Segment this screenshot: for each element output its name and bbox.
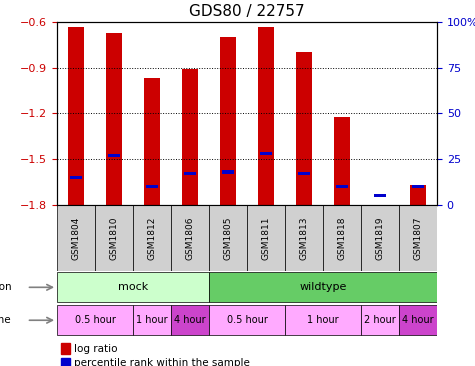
Bar [144, 78, 160, 205]
Bar [336, 185, 348, 188]
Bar [260, 152, 272, 155]
FancyBboxPatch shape [133, 205, 171, 271]
Bar [106, 33, 122, 205]
FancyBboxPatch shape [171, 305, 209, 335]
Text: mock: mock [118, 282, 148, 292]
Text: 0.5 hour: 0.5 hour [75, 315, 115, 325]
Bar [70, 176, 82, 179]
Bar [61, 343, 70, 354]
Text: GSM1813: GSM1813 [300, 216, 308, 259]
Text: 1 hour: 1 hour [136, 315, 168, 325]
Text: GSM1806: GSM1806 [186, 216, 194, 259]
Text: wildtype: wildtype [299, 282, 347, 292]
Text: GSM1805: GSM1805 [224, 216, 232, 259]
Bar [258, 27, 274, 205]
Bar [298, 172, 310, 175]
Bar [108, 154, 120, 157]
Bar [184, 172, 196, 175]
FancyBboxPatch shape [247, 205, 285, 271]
Text: GSM1811: GSM1811 [262, 216, 270, 259]
Text: GSM1807: GSM1807 [414, 216, 422, 259]
FancyBboxPatch shape [285, 305, 361, 335]
Bar [374, 194, 386, 197]
Text: 2 hour: 2 hour [364, 315, 396, 325]
Text: GSM1810: GSM1810 [110, 216, 118, 259]
FancyBboxPatch shape [57, 305, 133, 335]
FancyBboxPatch shape [133, 305, 171, 335]
FancyBboxPatch shape [399, 305, 437, 335]
FancyBboxPatch shape [361, 305, 399, 335]
FancyBboxPatch shape [285, 205, 323, 271]
FancyBboxPatch shape [361, 205, 399, 271]
Bar [182, 69, 198, 205]
Text: GSM1804: GSM1804 [72, 216, 80, 259]
Text: GSM1818: GSM1818 [338, 216, 346, 259]
FancyBboxPatch shape [209, 205, 247, 271]
Text: time: time [0, 315, 11, 325]
FancyBboxPatch shape [95, 205, 133, 271]
Text: 0.5 hour: 0.5 hour [227, 315, 267, 325]
Text: 4 hour: 4 hour [174, 315, 206, 325]
FancyBboxPatch shape [57, 272, 209, 302]
Text: 4 hour: 4 hour [402, 315, 434, 325]
FancyBboxPatch shape [171, 205, 209, 271]
Text: infection: infection [0, 282, 11, 292]
Bar [222, 171, 234, 173]
Bar [146, 185, 158, 188]
FancyBboxPatch shape [323, 205, 361, 271]
Text: percentile rank within the sample: percentile rank within the sample [74, 358, 250, 366]
Title: GDS80 / 22757: GDS80 / 22757 [189, 4, 305, 19]
FancyBboxPatch shape [399, 205, 437, 271]
Bar [220, 37, 236, 205]
Bar [334, 116, 350, 205]
Text: GSM1819: GSM1819 [376, 216, 384, 259]
Text: log ratio: log ratio [74, 344, 118, 354]
FancyBboxPatch shape [209, 305, 285, 335]
Text: 1 hour: 1 hour [307, 315, 339, 325]
Bar [68, 27, 84, 205]
Bar [412, 185, 424, 188]
Bar [410, 185, 426, 205]
Bar [296, 52, 312, 205]
Bar [61, 358, 70, 366]
Text: GSM1812: GSM1812 [148, 216, 156, 259]
FancyBboxPatch shape [57, 205, 95, 271]
FancyBboxPatch shape [209, 272, 437, 302]
